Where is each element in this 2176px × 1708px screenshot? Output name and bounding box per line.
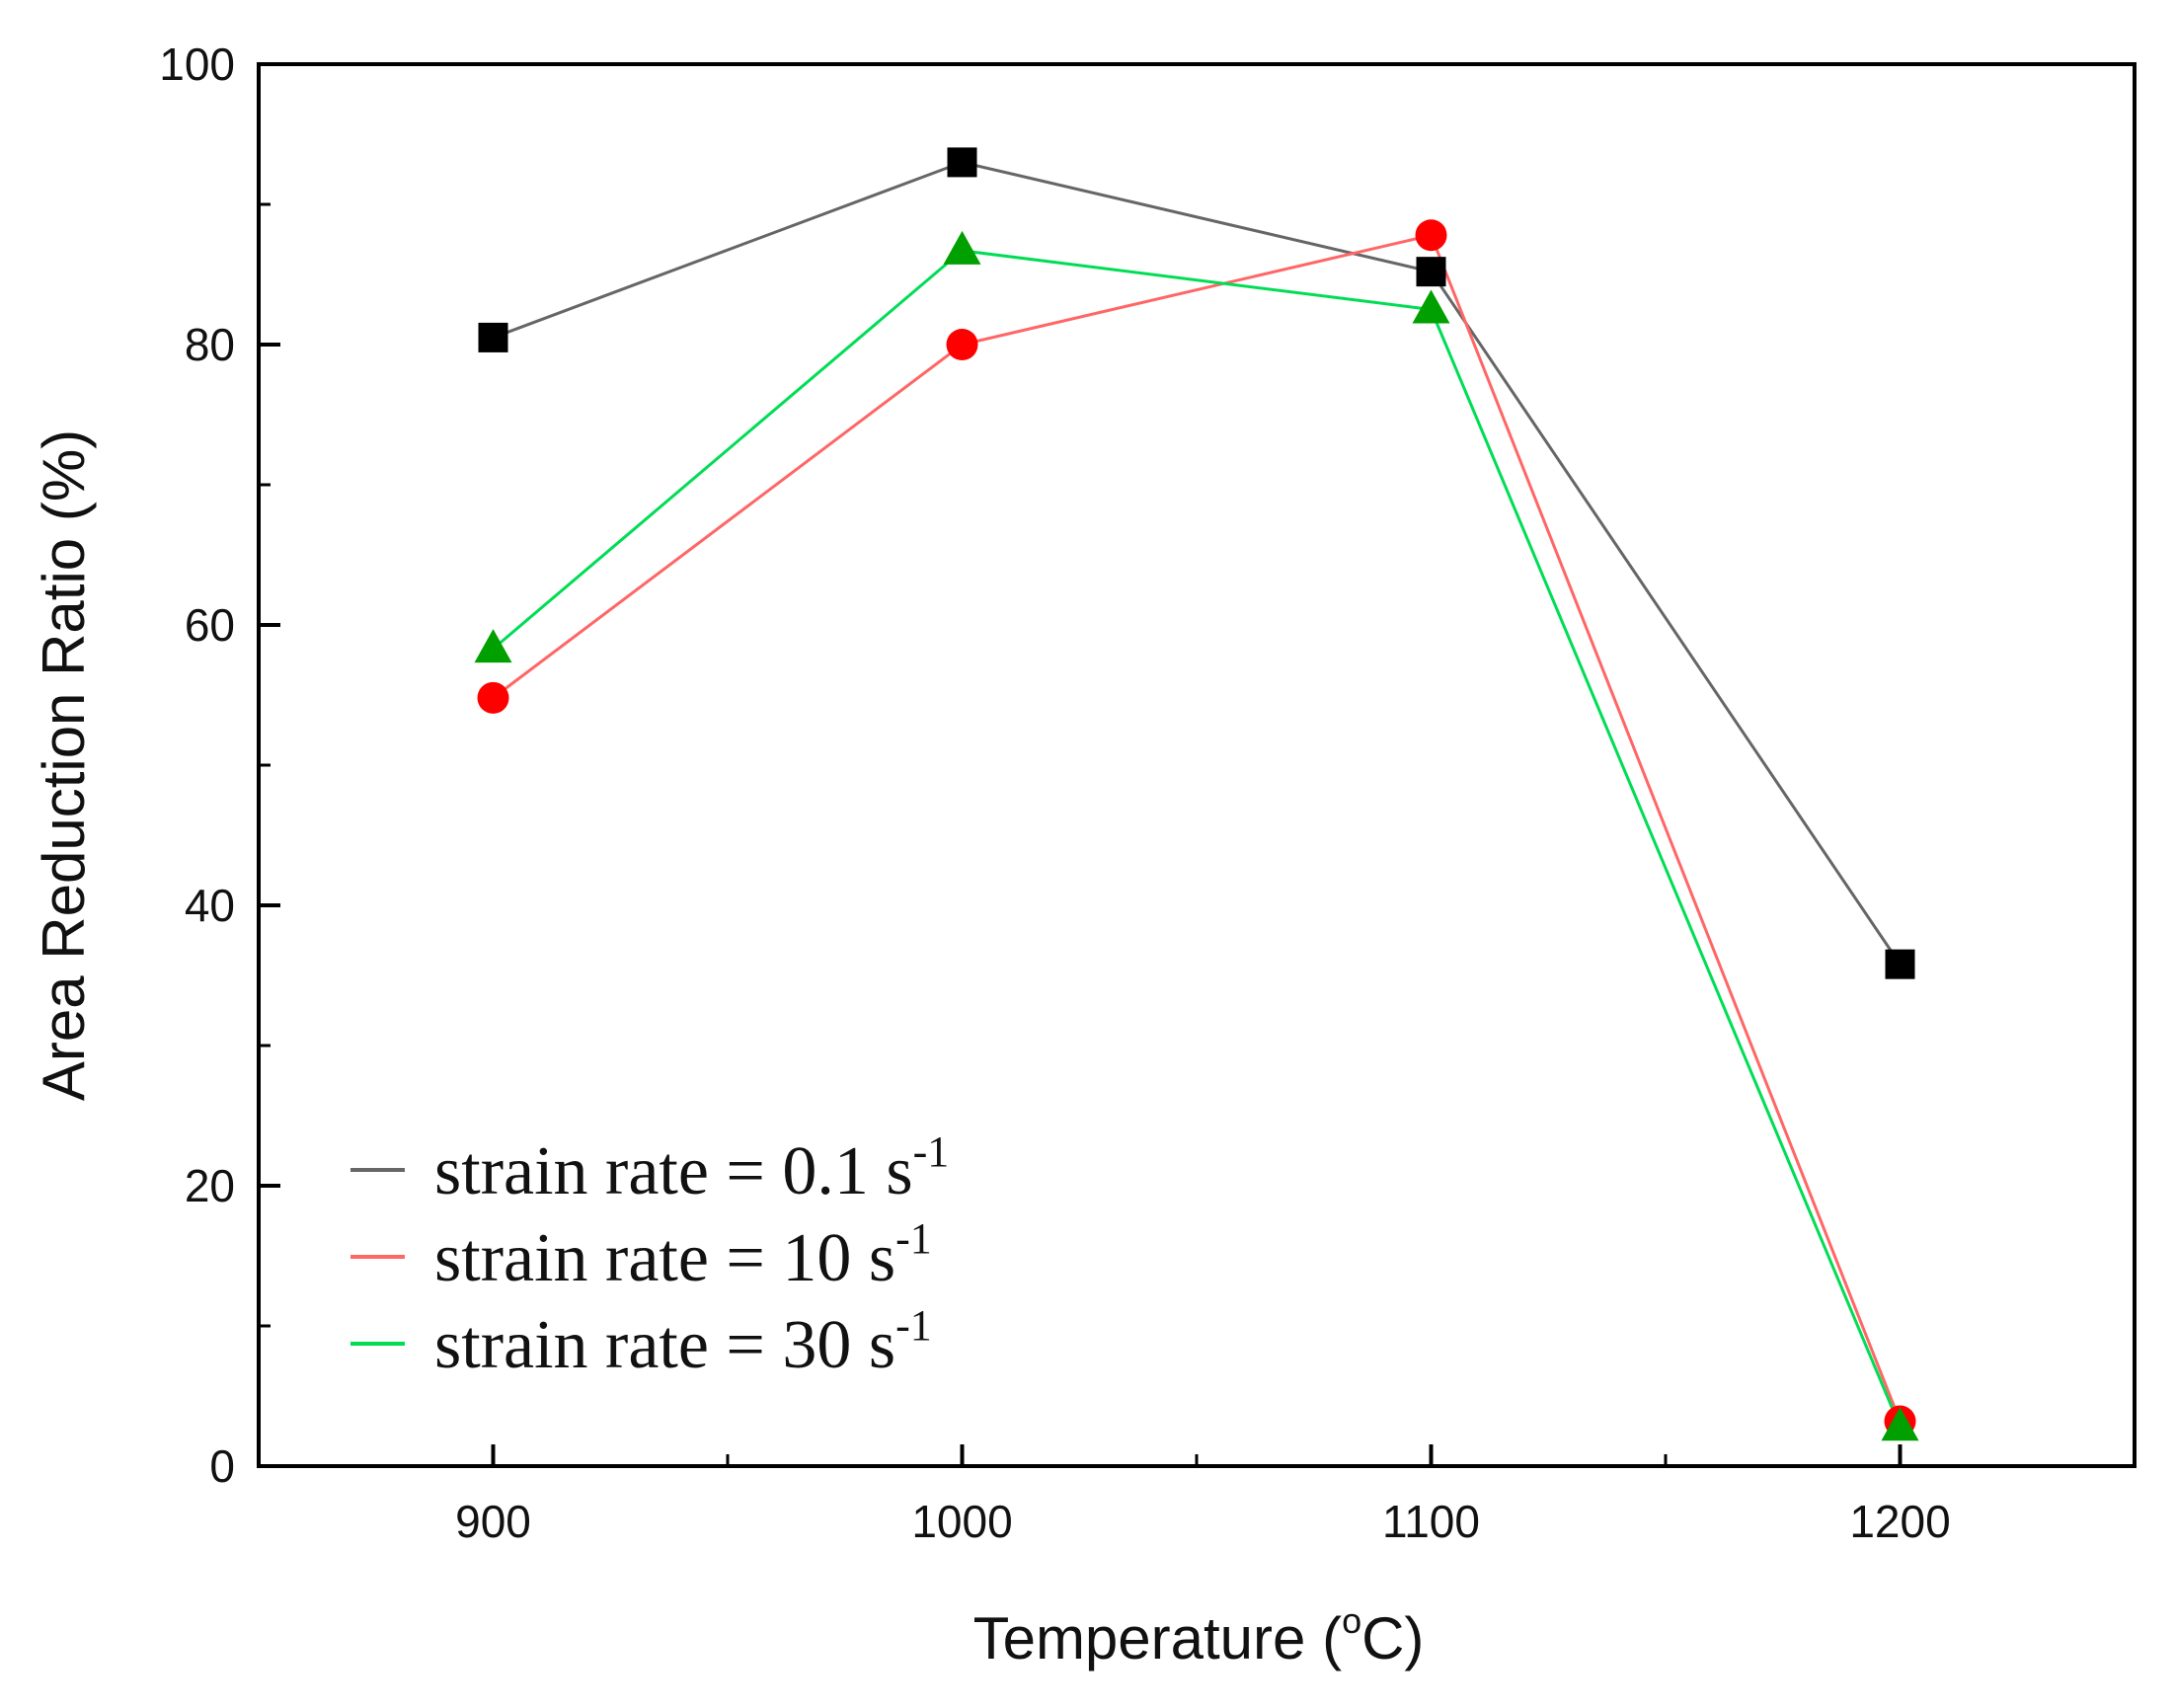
data-point-s1-p2 [1415, 219, 1447, 252]
legend-label-exponent: -1 [913, 1127, 950, 1176]
series-line-1 [492, 233, 1902, 1423]
data-point-s2-p1 [943, 230, 981, 265]
x-axis-title-degree: o [1342, 1600, 1361, 1641]
x-axis-title-main: Temperature ( [973, 1605, 1342, 1671]
y-axis-title: Area Reduction Ratio (%) [31, 429, 97, 1101]
data-point-s2-p2 [1412, 289, 1450, 324]
x-tick-label: 1200 [1849, 1496, 1950, 1547]
data-point-s0-p0 [478, 322, 508, 352]
x-tick-label: 1100 [1382, 1496, 1480, 1547]
x-tick-label: 900 [455, 1496, 531, 1547]
y-axis-ticks: 0 20 40 60 80 100 [159, 39, 280, 1492]
data-point-s0-p2 [1416, 257, 1446, 287]
legend-label-text: strain rate = 0.1 s [434, 1133, 913, 1209]
data-point-s0-p1 [947, 147, 977, 178]
y-tick-label: 20 [185, 1160, 235, 1211]
legend-label-1: strain rate = 10 s-1 [434, 1214, 932, 1296]
y-tick-label: 60 [185, 599, 235, 651]
x-axis-ticks: 900 1000 1100 1200 [455, 1444, 1951, 1547]
y-tick-label: 0 [209, 1440, 235, 1492]
series-line-0 [492, 160, 1902, 966]
x-axis-title: Temperature (oC) [973, 1600, 1425, 1671]
x-axis-title-suffix: C) [1361, 1605, 1424, 1671]
y-tick-label: 80 [185, 319, 235, 370]
series-line-2 [492, 249, 1902, 1428]
data-point-s2-p0 [474, 629, 512, 663]
series-markers [474, 147, 1919, 1441]
series-lines [492, 160, 1902, 1428]
x-tick-label: 1000 [911, 1496, 1012, 1547]
legend-label-text: strain rate = 30 s [434, 1307, 895, 1383]
legend-label-exponent: -1 [895, 1301, 932, 1350]
data-point-s1-p1 [946, 329, 978, 360]
legend-label-exponent: -1 [895, 1214, 932, 1263]
legend-label-2: strain rate = 30 s-1 [434, 1301, 932, 1383]
data-point-s1-p0 [477, 681, 509, 714]
legend-label-0: strain rate = 0.1 s-1 [434, 1127, 949, 1209]
y-tick-label: 40 [185, 880, 235, 931]
y-tick-label: 100 [159, 39, 235, 90]
legend-label-text: strain rate = 10 s [434, 1220, 895, 1296]
data-point-s0-p3 [1885, 949, 1915, 979]
data-point-s2-p3 [1881, 1407, 1919, 1441]
